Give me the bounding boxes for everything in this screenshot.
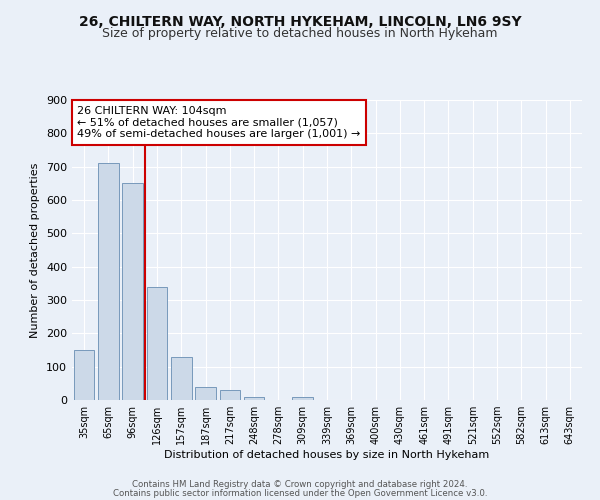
Bar xyxy=(122,184,143,400)
Bar xyxy=(98,164,119,400)
Text: Size of property relative to detached houses in North Hykeham: Size of property relative to detached ho… xyxy=(102,28,498,40)
Bar xyxy=(244,396,265,400)
Text: 26, CHILTERN WAY, NORTH HYKEHAM, LINCOLN, LN6 9SY: 26, CHILTERN WAY, NORTH HYKEHAM, LINCOLN… xyxy=(79,15,521,29)
Bar xyxy=(74,350,94,400)
Bar xyxy=(146,286,167,400)
Text: Contains public sector information licensed under the Open Government Licence v3: Contains public sector information licen… xyxy=(113,489,487,498)
Text: 26 CHILTERN WAY: 104sqm
← 51% of detached houses are smaller (1,057)
49% of semi: 26 CHILTERN WAY: 104sqm ← 51% of detache… xyxy=(77,106,361,139)
Bar xyxy=(171,356,191,400)
Bar xyxy=(195,386,216,400)
Bar xyxy=(292,398,313,400)
Text: Contains HM Land Registry data © Crown copyright and database right 2024.: Contains HM Land Registry data © Crown c… xyxy=(132,480,468,489)
Y-axis label: Number of detached properties: Number of detached properties xyxy=(31,162,40,338)
X-axis label: Distribution of detached houses by size in North Hykeham: Distribution of detached houses by size … xyxy=(164,450,490,460)
Bar xyxy=(220,390,240,400)
